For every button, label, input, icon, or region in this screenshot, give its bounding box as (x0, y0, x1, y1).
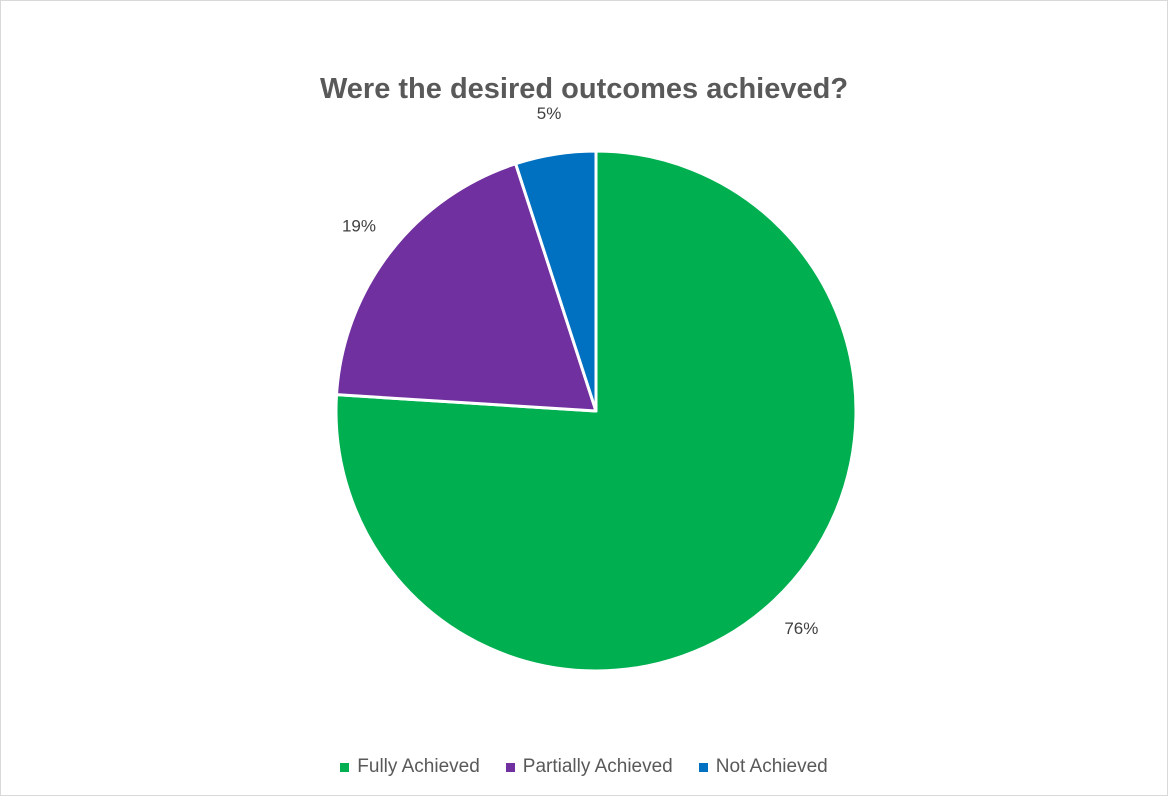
legend-item-fully-achieved: Fully Achieved (340, 756, 480, 778)
pie-slice-not-achieved (514, 149, 598, 413)
data-label-partially-achieved: 19% (342, 217, 376, 236)
data-label-not-achieved: 5% (537, 104, 562, 123)
chart-title: Were the desired outcomes achieved? (319, 73, 849, 105)
legend-label-partially-achieved: Partially Achieved (522, 756, 673, 777)
legend-label-fully-achieved: Fully Achieved (357, 756, 480, 777)
pie-data-labels: 76% 19% 5% (342, 104, 818, 638)
pie-slice-fully-achieved (334, 149, 858, 673)
legend-swatch-not-achieved (698, 762, 708, 772)
chart-legend: Fully Achieved Partially Achieved Not Achi… (1, 756, 1167, 778)
legend-label-not-achieved: Not Achieved (715, 756, 828, 777)
legend-item-not-achieved: Not Achieved (698, 756, 828, 778)
pie-slices (334, 149, 858, 673)
legend-swatch-partially-achieved (505, 762, 515, 772)
legend-swatch-fully-achieved (340, 762, 350, 772)
pie-slice-partially-achieved (335, 162, 598, 413)
legend-item-partially-achieved: Partially Achieved (505, 756, 673, 778)
data-label-fully-achieved: 76% (784, 619, 818, 638)
